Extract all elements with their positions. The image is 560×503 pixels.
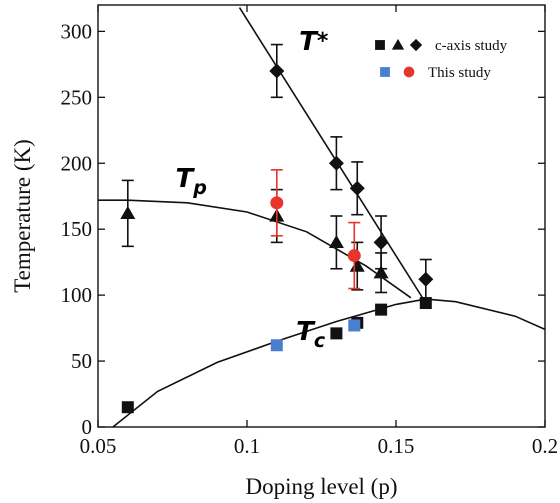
tp-point: [347, 249, 361, 263]
y-tick-label: 100: [61, 283, 93, 307]
legend-label-this-study: This study: [428, 65, 491, 81]
x-tick-label: 0.05: [80, 434, 117, 458]
tstar-point: [328, 155, 344, 171]
legend-square-marker: [375, 40, 385, 50]
y-tick-label: 300: [61, 19, 93, 43]
tc-point: [419, 297, 432, 310]
legend-circle-marker: [403, 66, 415, 78]
tp-curve-label: Tp: [175, 164, 206, 199]
tp-point: [373, 265, 389, 279]
y-tick-label: 0: [82, 415, 93, 439]
tstar-curve-label: T*: [299, 27, 329, 57]
axis-ticks: 0.05 0.1 0.15 0.2 0 50 100 150 200 250 300: [61, 5, 558, 458]
x-axis-label: Doping level (p): [245, 474, 397, 499]
tp-point: [328, 234, 344, 248]
legend: c-axis study This study: [375, 38, 508, 81]
legend-entry-this-study: [380, 66, 415, 78]
y-tick-label: 150: [61, 217, 93, 241]
y-tick-label: 50: [71, 349, 92, 373]
tp-point: [270, 196, 284, 210]
y-tick-label: 200: [61, 151, 93, 175]
legend-square-marker: [380, 67, 390, 77]
fit-line-tc-dome: [112, 298, 546, 428]
tc-point: [270, 339, 283, 352]
legend-entry-c-axis: [375, 38, 423, 52]
tstar-point: [349, 180, 365, 196]
x-tick-label: 0.2: [532, 434, 558, 458]
tc-point: [375, 303, 388, 316]
fit-line-tp-curve: [98, 199, 412, 299]
legend-label-c-axis: c-axis study: [435, 38, 508, 54]
x-tick-label: 0.1: [234, 434, 260, 458]
legend-triangle-marker: [391, 38, 405, 50]
tc-point: [121, 401, 134, 414]
data-points: [120, 43, 434, 414]
tstar-point: [269, 63, 285, 79]
y-tick-label: 250: [61, 85, 93, 109]
x-tick-label: 0.15: [378, 434, 415, 458]
fit-line-tstar-line: [238, 7, 427, 304]
tc-point: [348, 319, 361, 332]
legend-diamond-marker: [409, 38, 423, 52]
tstar-point: [418, 271, 434, 287]
y-axis-label: Temperature (K): [10, 139, 35, 293]
tc-curve-label: Tc: [296, 317, 326, 352]
plot-frame: [97, 4, 546, 428]
tp-point: [120, 205, 136, 219]
tstar-point: [373, 234, 389, 250]
tc-point: [330, 327, 343, 340]
